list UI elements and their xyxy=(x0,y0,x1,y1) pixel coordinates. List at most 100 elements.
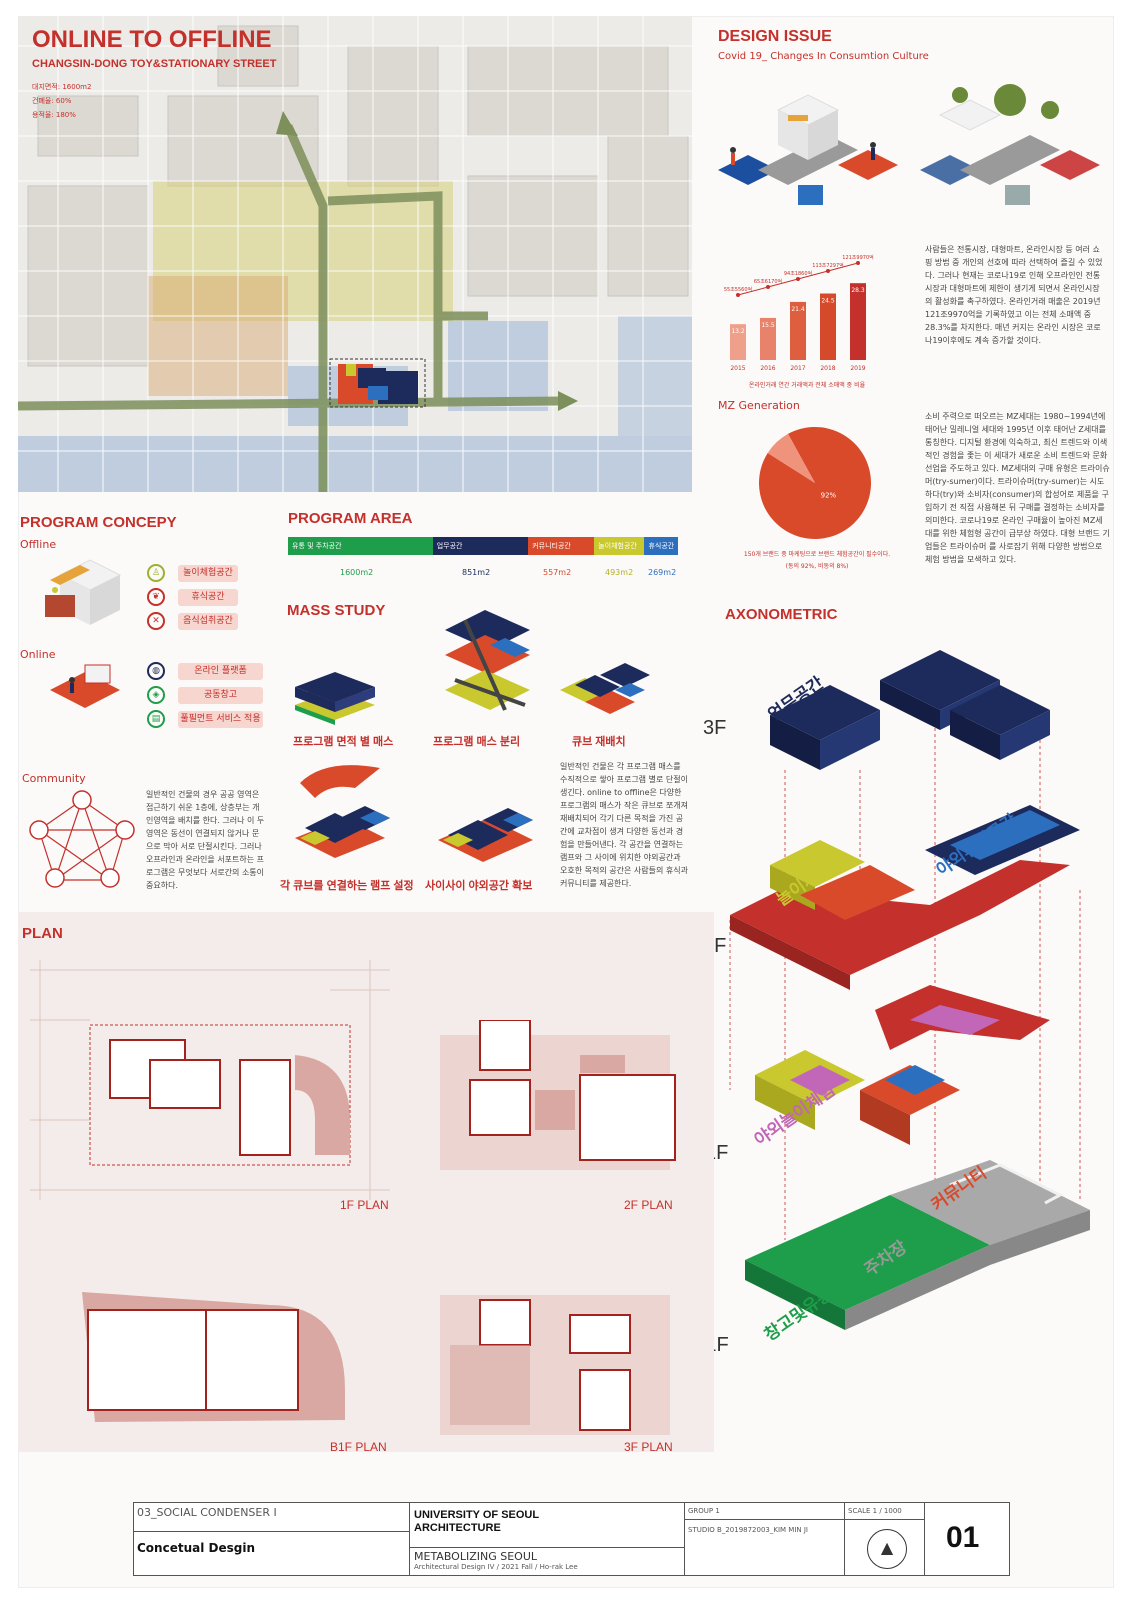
floor-label-3f: 3F xyxy=(703,717,727,739)
site-stat-far: 용적율: 180% xyxy=(32,111,76,119)
plan-label-1f: 1F PLAN xyxy=(340,1198,389,1212)
page-subtitle: CHANGSIN-DONG TOY&STATIONARY STREET xyxy=(32,58,277,70)
mass-study-label-1: 프로그램 면적 별 매스 xyxy=(293,736,394,748)
mass-ramp-diagram xyxy=(295,758,395,868)
category-label: 2015 xyxy=(730,365,745,372)
category-label: 2018 xyxy=(820,365,835,372)
trend-point xyxy=(826,269,830,273)
mass-study-label-5: 사이사이 야외공간 확보 xyxy=(425,880,533,892)
scale-label: SCALE 1 / 1000 xyxy=(848,1507,902,1515)
design-issue-subtitle: Covid 19_ Changes In Consumtion Culture xyxy=(718,51,929,62)
mass-separate-diagram xyxy=(445,610,535,730)
title-block-hline xyxy=(409,1547,684,1548)
trend-point xyxy=(766,285,770,289)
brand-experience-pie: 92% xyxy=(755,423,875,543)
program-area-segment: 커뮤니티공간 xyxy=(528,537,595,555)
title-block-vline xyxy=(409,1503,410,1575)
site-map-drawing xyxy=(18,16,692,492)
title-block: 03_SOCIAL CONDENSER I Concetual Desgin U… xyxy=(133,1502,1010,1576)
mass-outdoor-diagram xyxy=(438,800,538,865)
area-value-community: 557m2 xyxy=(543,568,572,577)
program-concept-title: PROGRAM CONCEPY xyxy=(20,514,177,531)
online-illustration xyxy=(50,660,125,710)
plan-label-b1f: B1F PLAN xyxy=(330,1440,387,1454)
area-value-rest: 269m2 xyxy=(648,568,677,577)
bar-value-label: 24.5 xyxy=(821,298,835,305)
mass-rearrange-diagram xyxy=(560,660,650,720)
online-sales-chart: 13.2 2015 15.5 2016 21.4 2017 24.5 2018 28.3 2019… xyxy=(718,235,888,395)
mz-generation-title: MZ Generation xyxy=(718,399,800,412)
plan-title: PLAN xyxy=(22,925,63,942)
page-title: ONLINE TO OFFLINE xyxy=(32,26,272,53)
site-stat-area: 대지면적: 1600m2 xyxy=(32,83,92,91)
online-item-platform: 온라인 플랫폼 xyxy=(178,663,263,680)
pie-slice xyxy=(767,433,815,483)
title-block-divider xyxy=(134,1531,409,1532)
trend-point-label: 55조5560억 xyxy=(724,286,752,293)
trend-point xyxy=(796,277,800,281)
trend-point-label: 65조6170억 xyxy=(754,278,782,285)
plan-label-2f: 2F PLAN xyxy=(624,1198,673,1212)
pie-slice-label: 92% xyxy=(821,491,837,499)
area-value-distribution: 1600m2 xyxy=(340,568,374,577)
university-name: UNIVERSITY OF SEOUL xyxy=(414,1509,540,1521)
offline-label: Offline xyxy=(20,538,57,551)
plan-label-3f: 3F PLAN xyxy=(624,1440,673,1454)
site-stat-coverage: 건폐율: 60% xyxy=(32,97,72,105)
program-area-segment: 휴식공간 xyxy=(644,537,678,555)
bar xyxy=(760,317,776,360)
bar xyxy=(790,301,806,360)
program-area-segment: 유통 및 주차공간 xyxy=(288,537,433,555)
trend-point xyxy=(856,261,860,265)
warehouse-icon: ◈ xyxy=(147,686,165,704)
food-icon: ✕ xyxy=(147,612,165,630)
trend-point-label: 113조7297억 xyxy=(812,262,843,269)
course-subtitle: Architectural Design IV / 2021 Fall / Ho… xyxy=(414,1563,578,1571)
offline-item-play: 놀이체험공간 xyxy=(178,565,238,582)
bar xyxy=(850,283,866,360)
mass-study-label-2: 프로그램 매스 분리 xyxy=(433,736,521,748)
department-name: ARCHITECTURE xyxy=(414,1522,501,1534)
plan-3f-drawing xyxy=(440,1295,680,1440)
community-text: 일반적인 건물의 경우 공공 영역은 접근하기 쉬운 1층에, 상층부는 개인영… xyxy=(146,790,265,890)
online-item-fulfillment: 풀필먼트 서비스 적용 xyxy=(178,711,263,728)
bar-value-label: 28.3 xyxy=(851,287,865,294)
online-label: Online xyxy=(20,648,56,661)
plan-2f-drawing xyxy=(440,1019,680,1175)
online-sales-bars: 13.2 2015 15.5 2016 21.4 2017 24.5 2018 28.3 2019… xyxy=(724,254,874,372)
title-block-vline xyxy=(924,1503,925,1575)
mass-study-label-4: 각 큐브를 연결하는 램프 설정 xyxy=(280,880,414,892)
program-area-segment: 업무공간 xyxy=(432,537,529,555)
globe-icon: ◍ xyxy=(147,662,165,680)
brand-experience-pie-svg: 92% xyxy=(759,427,871,539)
north-arrow-icon: ▲ xyxy=(867,1529,907,1569)
category-label: 2017 xyxy=(790,365,805,372)
area-value-play: 493m2 xyxy=(605,568,634,577)
axonometric-drawing xyxy=(700,640,1110,1420)
sheet-number: 01 xyxy=(946,1521,980,1554)
program-area-segment: 놀이체험공간 xyxy=(594,537,645,555)
shopping-illustration-covid xyxy=(920,80,1100,210)
trend-point-label: 94조1860억 xyxy=(784,270,812,277)
community-label: Community xyxy=(22,772,86,785)
course-title: METABOLIZING SEOUL xyxy=(414,1550,538,1563)
category-label: 2016 xyxy=(760,365,775,372)
pie-caption-1: 150개 브랜드 중 마케팅으로 브랜드 체험공간이 필수이다. xyxy=(743,551,891,558)
sheet-type: Concetual Desgin xyxy=(137,1541,256,1555)
category-label: 2019 xyxy=(850,365,865,372)
area-value-office: 851m2 xyxy=(462,568,491,577)
fulfillment-icon: ▤ xyxy=(147,710,165,728)
axonometric-title: AXONOMETRIC xyxy=(725,606,838,623)
shopping-illustration-before xyxy=(718,90,898,210)
site-map xyxy=(18,16,692,492)
pie-caption-2: (동의 92%, 비동의 8%) xyxy=(785,563,849,570)
title-block-hline xyxy=(684,1519,924,1520)
bar-value-label: 15.5 xyxy=(761,322,775,329)
offline-item-rest: 휴식공간 xyxy=(178,589,238,606)
offline-item-food: 음식섭취공간 xyxy=(178,613,238,630)
trend-point xyxy=(736,293,740,297)
bar xyxy=(730,324,746,360)
title-block-vline xyxy=(844,1503,845,1575)
design-issue-title: DESIGN ISSUE xyxy=(718,28,832,45)
plan-1f-drawing xyxy=(30,960,390,1200)
